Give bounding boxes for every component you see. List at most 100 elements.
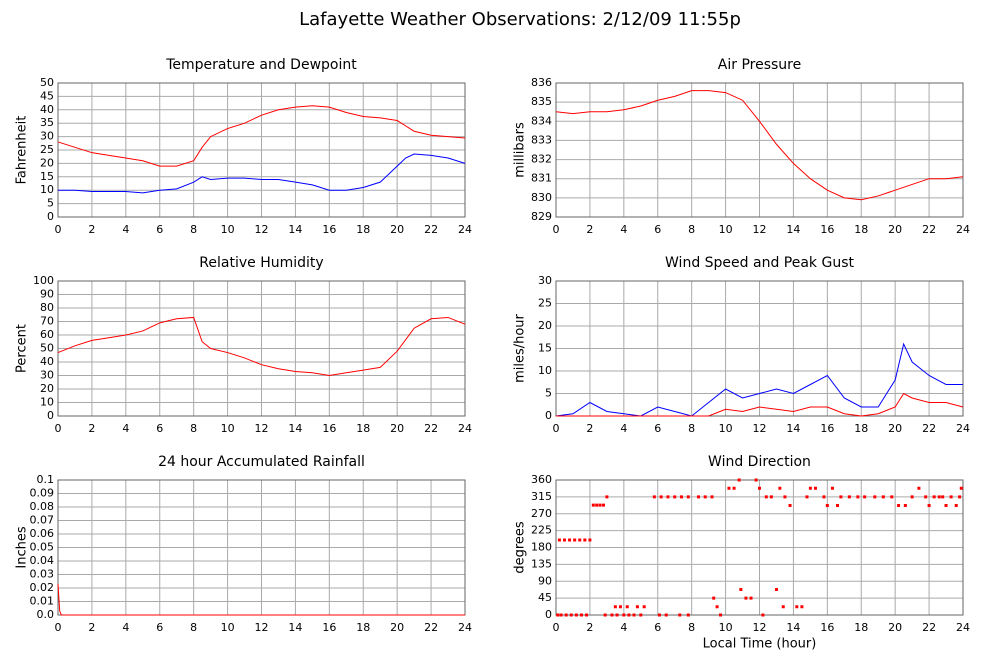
point xyxy=(625,605,629,609)
point xyxy=(924,495,928,499)
x-tick-label: 16 xyxy=(322,422,336,435)
point xyxy=(603,613,607,617)
x-tick-label: 24 xyxy=(458,223,472,236)
y-tick-label: 836 xyxy=(531,76,552,89)
y-tick-label: 831 xyxy=(531,172,552,185)
y-axis-label: Inches xyxy=(15,526,30,568)
point xyxy=(822,495,826,499)
y-tick-label: 315 xyxy=(531,490,552,503)
x-tick-label: 24 xyxy=(956,621,970,634)
x-tick-label: 22 xyxy=(922,223,936,236)
point xyxy=(595,503,599,507)
y-axis-label: miles/hour xyxy=(513,313,528,382)
point xyxy=(856,495,860,499)
panel-title: Wind Direction xyxy=(708,454,811,470)
y-tick-label: 834 xyxy=(531,114,552,127)
y-tick-label: 829 xyxy=(531,210,552,223)
point xyxy=(627,613,631,617)
point xyxy=(583,538,587,542)
point xyxy=(562,538,566,542)
x-tick-label: 2 xyxy=(88,621,95,634)
y-tick-label: 225 xyxy=(531,524,552,537)
y-tick-label: 0.0 xyxy=(37,608,55,621)
point xyxy=(642,605,646,609)
y-tick-label: 35 xyxy=(40,116,54,129)
x-tick-label: 16 xyxy=(322,621,336,634)
x-tick-label: 20 xyxy=(888,223,902,236)
y-tick-label: 830 xyxy=(531,191,552,204)
y-tick-label: 60 xyxy=(40,328,54,341)
x-tick-label: 12 xyxy=(255,422,269,435)
point xyxy=(598,503,602,507)
point xyxy=(847,495,851,499)
x-tick-label: 10 xyxy=(221,621,235,634)
point xyxy=(715,605,719,609)
y-tick-label: 270 xyxy=(531,507,552,520)
x-tick-label: 10 xyxy=(719,422,733,435)
x-tick-label: 4 xyxy=(122,422,129,435)
point xyxy=(958,495,962,499)
point xyxy=(605,495,609,499)
y-axis-label: Fahrenheit xyxy=(15,116,30,185)
x-tick-label: 0 xyxy=(55,422,62,435)
x-tick-label: 18 xyxy=(356,223,370,236)
point xyxy=(788,504,792,507)
point xyxy=(591,503,595,507)
point xyxy=(795,605,799,609)
point xyxy=(758,486,761,490)
panel-title: Air Pressure xyxy=(718,57,801,73)
point xyxy=(897,504,901,507)
point xyxy=(610,613,614,617)
series-line xyxy=(57,316,466,377)
x-tick-label: 2 xyxy=(88,223,95,236)
point xyxy=(632,613,636,617)
panel-title: Relative Humidity xyxy=(199,255,323,271)
y-tick-label: 15 xyxy=(538,342,552,355)
point xyxy=(564,613,568,617)
x-tick-label: 6 xyxy=(654,422,661,435)
x-tick-label: 20 xyxy=(390,621,404,634)
x-tick-label: 6 xyxy=(654,223,661,236)
y-tick-label: 25 xyxy=(538,297,552,310)
x-tick-label: 10 xyxy=(719,621,733,634)
y-tick-label: 30 xyxy=(538,274,552,287)
point xyxy=(944,504,948,507)
x-tick-label: 14 xyxy=(786,223,800,236)
x-tick-label: 18 xyxy=(854,621,868,634)
x-tick-label: 2 xyxy=(586,422,593,435)
x-tick-label: 14 xyxy=(786,621,800,634)
x-tick-label: 10 xyxy=(221,422,235,435)
point xyxy=(732,486,736,490)
point xyxy=(830,486,834,490)
point xyxy=(557,538,561,542)
point xyxy=(579,613,583,617)
point xyxy=(657,613,661,617)
y-tick-label: 0 xyxy=(47,210,54,223)
y-tick-label: 0 xyxy=(545,608,552,621)
x-tick-label: 24 xyxy=(956,223,970,236)
x-tick-label: 14 xyxy=(786,422,800,435)
point xyxy=(774,588,778,591)
x-tick-label: 12 xyxy=(753,621,767,634)
point xyxy=(783,495,787,499)
x-tick-label: 12 xyxy=(753,422,767,435)
point xyxy=(932,495,936,499)
x-tick-label: 4 xyxy=(122,223,129,236)
x-tick-label: 12 xyxy=(753,223,767,236)
x-tick-label: 20 xyxy=(888,422,902,435)
y-tick-label: 0.07 xyxy=(30,514,55,527)
y-tick-label: 50 xyxy=(40,342,54,355)
x-tick-label: 4 xyxy=(620,422,627,435)
y-tick-label: 833 xyxy=(531,133,552,146)
x-tick-label: 2 xyxy=(88,422,95,435)
point xyxy=(703,495,707,499)
plot-frame xyxy=(57,82,466,218)
panel-title: 24 hour Accumulated Rainfall xyxy=(158,454,365,470)
x-tick-label: 22 xyxy=(922,422,936,435)
y-tick-label: 835 xyxy=(531,95,552,108)
point xyxy=(769,495,773,499)
point xyxy=(903,504,907,507)
y-tick-label: 40 xyxy=(40,355,54,368)
point xyxy=(873,495,877,499)
